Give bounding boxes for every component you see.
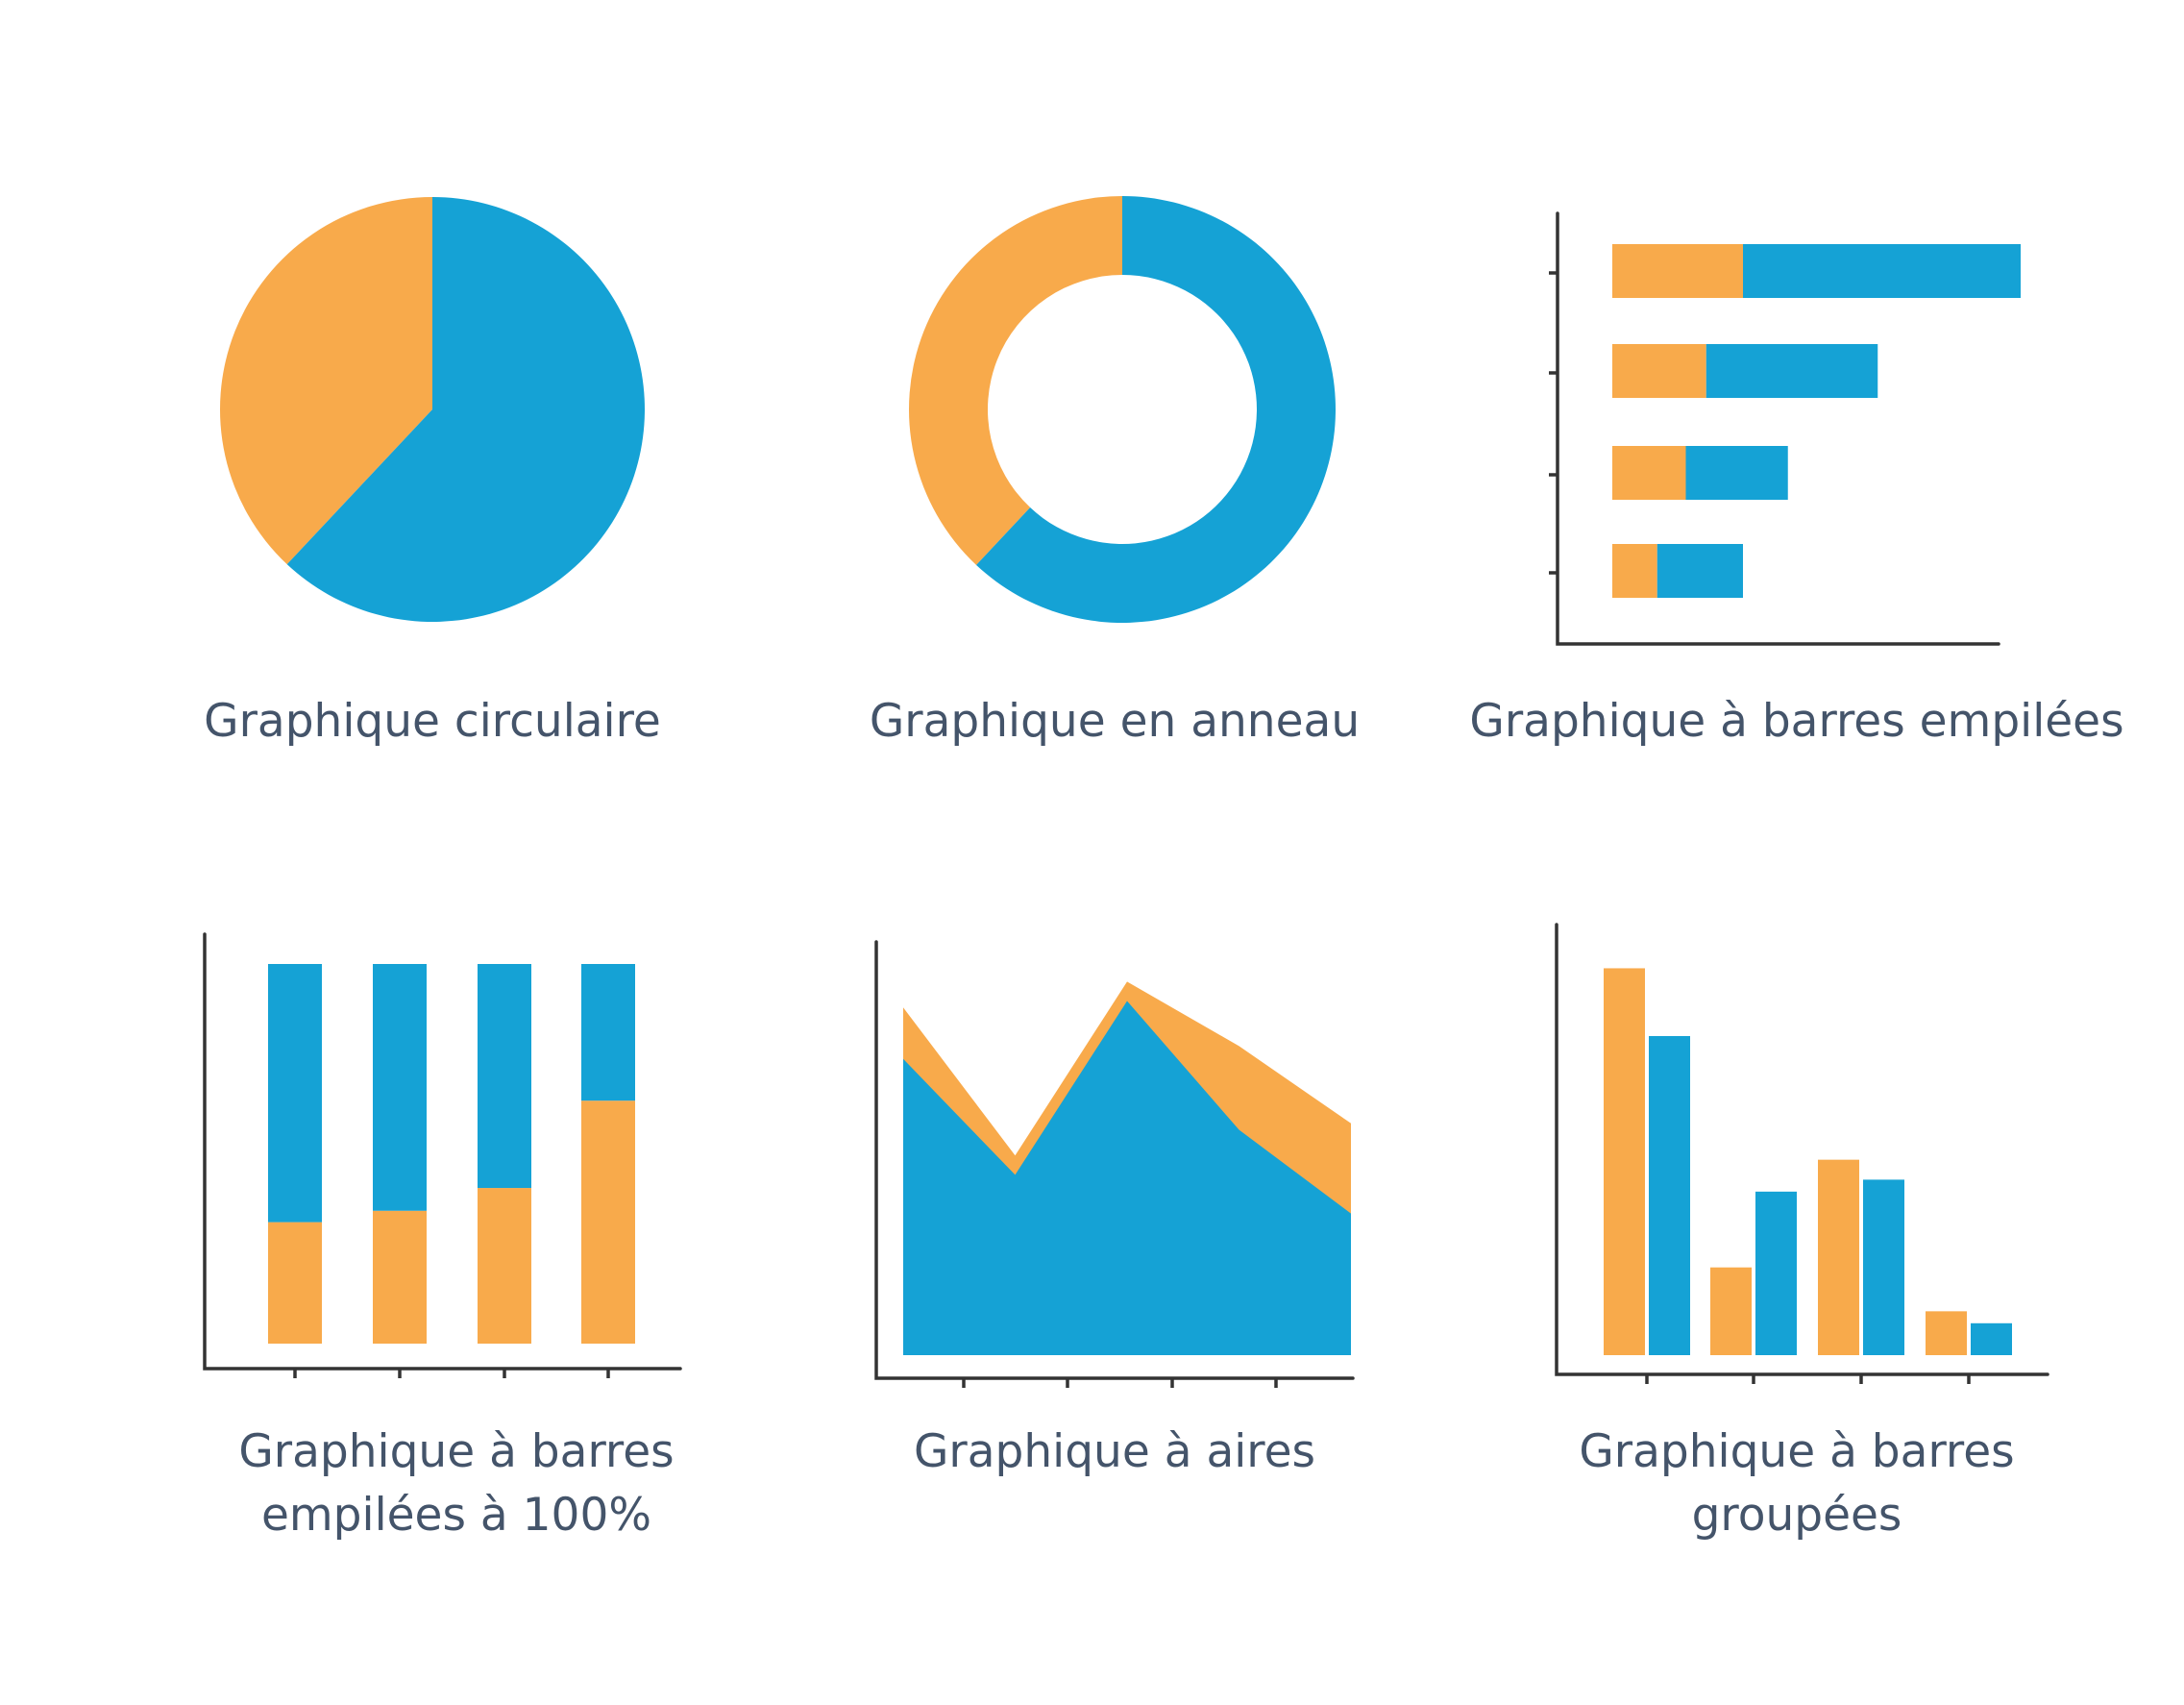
donut-slice-1 <box>908 196 1122 565</box>
stacked-bar-segment <box>1612 244 1743 298</box>
percent-bar-segment <box>478 964 531 1189</box>
percent-bar-segment <box>581 1100 635 1344</box>
percent-stacked-bar-chart <box>203 932 682 1378</box>
stacked-bar-segment <box>1685 446 1788 500</box>
grouped-bar <box>1863 1179 1904 1355</box>
area-chart <box>874 940 1355 1388</box>
grouped-bar-chart-title-line-2: groupées <box>1691 1489 1902 1542</box>
percent-bar-segment <box>268 964 322 1223</box>
grouped-bar-chart-title: Graphique à barres groupées <box>1489 1421 2104 1547</box>
grouped-bar-chart <box>1555 923 2049 1384</box>
stacked-bar-segment <box>1705 344 1878 398</box>
donut-slice-2 <box>976 196 1336 623</box>
grouped-bar <box>1926 1311 1967 1355</box>
pie-chart <box>220 197 645 622</box>
grouped-bar <box>1649 1036 1690 1355</box>
percent-bar-segment <box>373 1210 427 1344</box>
grouped-bar <box>1710 1267 1752 1355</box>
grouped-bar <box>1755 1191 1797 1355</box>
pie-chart-title: Graphique circulaire <box>204 695 661 748</box>
percent-bar-segment <box>581 964 635 1101</box>
donut-chart-title: Graphique en anneau <box>869 695 1361 748</box>
percent-bar-segment <box>478 1188 531 1344</box>
area-chart-axes <box>874 940 1355 1380</box>
grouped-bar <box>1818 1159 1859 1355</box>
grouped-bar <box>1971 1322 2012 1355</box>
grouped-bar-axes <box>1555 923 2049 1376</box>
stacked-bar-segment <box>1612 446 1686 500</box>
pie-slice-2 <box>286 197 645 622</box>
stacked-bar-segment <box>1612 544 1657 598</box>
area-chart-title: Graphique à aires <box>914 1425 1315 1478</box>
stacked-bar-segment <box>1656 544 1743 598</box>
stacked-bar-segment <box>1612 344 1706 398</box>
area-series-bottom <box>903 1001 1351 1355</box>
stacked-bar-chart <box>1549 211 2021 646</box>
percent-stacked-bar-chart-title: Graphique à barres empilées à 100% <box>144 1421 769 1547</box>
percent-bar-segment <box>373 964 427 1211</box>
grouped-bar-chart-title-line-1: Graphique à barres <box>1579 1425 2015 1478</box>
percent-bar-axes <box>203 932 682 1371</box>
pie-slice-1 <box>220 197 432 565</box>
stacked-bar-segment <box>1743 244 2021 298</box>
donut-chart <box>908 196 1336 623</box>
percent-stacked-bar-chart-title-line-1: Graphique à barres <box>238 1425 675 1478</box>
percent-bar-segment <box>268 1222 322 1344</box>
stacked-bar-chart-title: Graphique à barres empilées <box>1469 695 2124 748</box>
stacked-bar-axes <box>1556 211 2000 646</box>
percent-stacked-bar-chart-title-line-2: empilées à 100% <box>260 1489 652 1542</box>
grouped-bar <box>1604 968 1645 1355</box>
